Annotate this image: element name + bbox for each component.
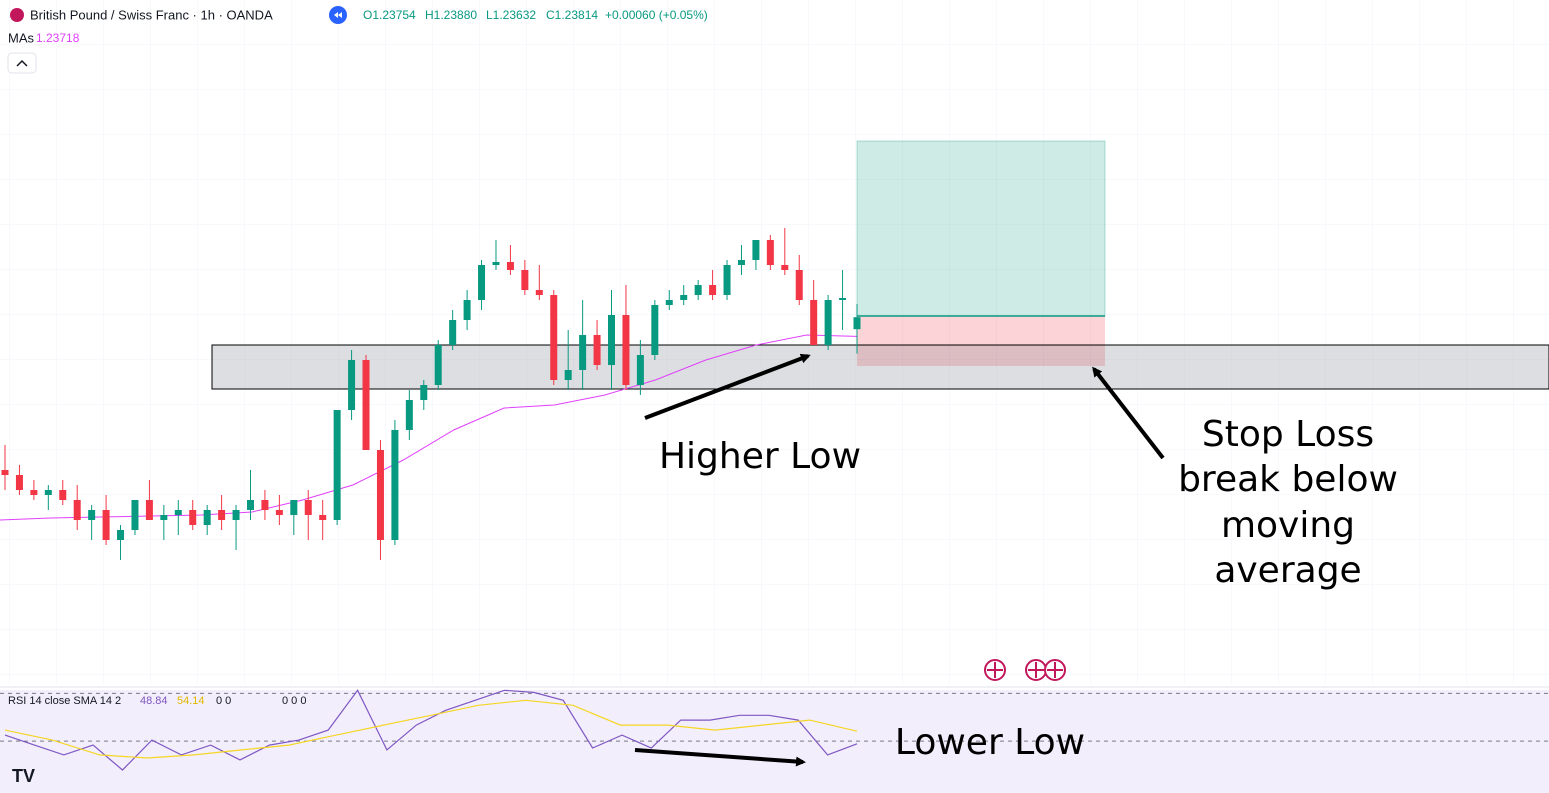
candle-body <box>218 510 226 520</box>
rsi-sma-value: 54.14 <box>177 695 205 707</box>
candle-body <box>391 430 399 540</box>
candle-body <box>579 335 587 370</box>
candle-body <box>434 345 442 385</box>
candle-body <box>261 500 269 510</box>
candle-body <box>478 265 486 300</box>
candle-body <box>290 500 298 515</box>
candle-body <box>362 360 370 450</box>
ma-label: MAs <box>8 30 35 45</box>
candle-body <box>102 510 110 540</box>
lower-low-label: Lower Low <box>895 722 1085 763</box>
price-pane <box>0 140 1549 560</box>
symbol-title: British Pound / Swiss Franc · 1h · OANDA <box>30 7 273 22</box>
collapse-button[interactable] <box>7 52 37 74</box>
candle-body <box>44 490 52 495</box>
stop-loss-arrow <box>1092 366 1165 460</box>
tradingview-logo: TV <box>12 766 35 786</box>
candle-body <box>636 355 644 385</box>
candle-body <box>766 240 774 265</box>
candle-body <box>709 285 717 295</box>
candle-body <box>73 500 81 520</box>
candle-body <box>723 265 731 295</box>
candle-body <box>593 335 601 365</box>
candle-body <box>15 475 23 490</box>
stop-loss-label: average <box>1214 550 1361 591</box>
take-profit-area <box>856 140 1106 317</box>
candle-body <box>1 470 9 475</box>
collapse-icon <box>16 59 28 67</box>
candle-body <box>246 500 254 510</box>
candle-body <box>752 240 760 260</box>
moving-average-line <box>0 334 858 521</box>
rsi-extra: 0 0 0 <box>282 695 306 707</box>
candle-body <box>275 510 283 515</box>
candle-body <box>810 300 818 345</box>
candle-body <box>680 295 688 300</box>
candle-body <box>449 320 457 345</box>
ma-value: 1.23718 <box>36 31 80 45</box>
stop-loss-label: moving <box>1221 505 1355 546</box>
candle-body <box>420 385 428 400</box>
candle-body <box>59 490 67 500</box>
stop-loss-label: Stop Loss <box>1202 414 1374 455</box>
rsi-extra: 0 0 <box>216 695 231 707</box>
ohlc-value: +0.00060 (+0.05%) <box>605 8 708 22</box>
candle-body <box>737 260 745 265</box>
rsi-pane: RSI 14 close SMA 14 2 48.84 54.14 0 0 0 0 0 <box>0 689 1549 771</box>
candle-body <box>781 265 789 270</box>
ohlc-value: C1.23814 <box>546 8 598 22</box>
candle-body <box>564 370 572 380</box>
candle-body <box>203 510 211 525</box>
higher-low-arrow <box>644 353 811 420</box>
candle-body <box>463 300 471 320</box>
lower-low-arrow <box>634 748 806 767</box>
rsi-line <box>4 689 858 771</box>
event-icons <box>984 659 1066 681</box>
candle-body <box>521 270 529 290</box>
candle-body <box>492 262 500 265</box>
candle-body <box>405 400 413 430</box>
candle-body <box>795 270 803 300</box>
candle-body <box>622 315 630 385</box>
ohlc-legend: O1.23754 H1.23880 L1.23632 C1.23814 +0.00060… <box>363 8 708 22</box>
rsi-value: 48.84 <box>140 695 168 707</box>
stop-loss-label: break below <box>1178 459 1398 500</box>
candle-body <box>145 500 153 520</box>
candle-body <box>853 317 861 330</box>
candle-body <box>550 295 558 380</box>
candle-body <box>824 300 832 345</box>
rsi-sma-line <box>4 699 858 759</box>
stop-loss-area <box>857 316 1105 366</box>
candle-body <box>333 410 341 520</box>
symbol-icon <box>10 8 24 22</box>
candle-body <box>88 510 96 520</box>
rsi-label: RSI 14 close SMA 14 2 <box>8 695 121 707</box>
replay-icon <box>334 12 342 18</box>
candle-body <box>665 300 673 305</box>
grid-background <box>0 0 1549 685</box>
ohlc-value: L1.23632 <box>486 8 536 22</box>
candle-body <box>651 305 659 355</box>
support-zone <box>211 344 1549 390</box>
ohlc-value: O1.23754 <box>363 8 416 22</box>
candle-body <box>174 510 182 515</box>
higher-low-label: Higher Low <box>659 436 861 477</box>
candle-body <box>189 510 197 525</box>
candle-body <box>131 500 139 530</box>
candle-body <box>304 500 312 515</box>
candle-body <box>608 315 616 365</box>
candle-body <box>30 490 38 495</box>
candle-body <box>839 298 847 300</box>
candle-body <box>319 515 327 520</box>
candle-body <box>535 290 543 295</box>
candle-body <box>117 530 125 540</box>
candle-body <box>232 510 240 520</box>
candle-body <box>376 450 384 540</box>
candle-body <box>694 285 702 295</box>
candle-body <box>506 262 514 270</box>
candle-body <box>348 360 356 410</box>
candle-body <box>160 515 168 520</box>
ohlc-value: H1.23880 <box>425 8 477 22</box>
